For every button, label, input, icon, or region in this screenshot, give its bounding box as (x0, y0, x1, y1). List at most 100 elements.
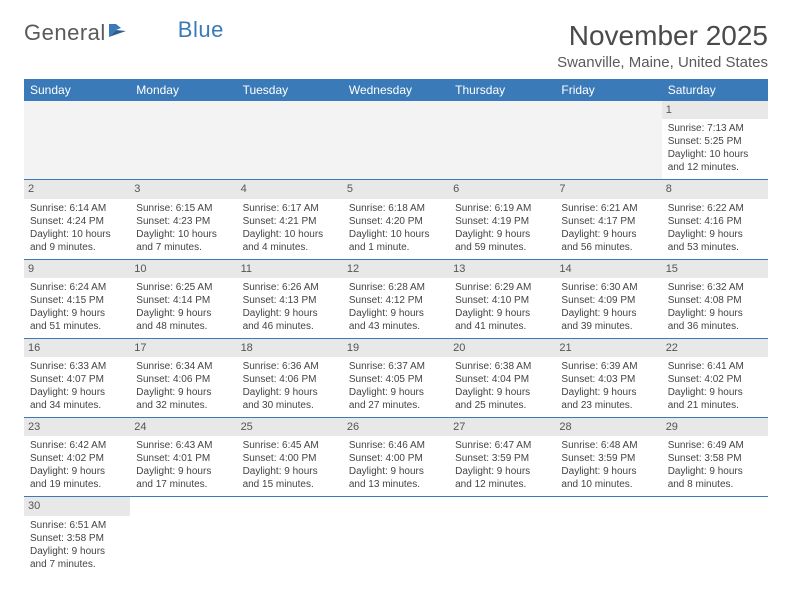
day-sunrise: Sunrise: 6:51 AM (30, 519, 124, 532)
day-number: 3 (130, 180, 236, 198)
day-sunset: Sunset: 4:14 PM (136, 294, 230, 307)
day-daylight1: Daylight: 9 hours (668, 465, 762, 478)
day-sunset: Sunset: 4:00 PM (243, 452, 337, 465)
day-number: 4 (237, 180, 343, 198)
day-cell: 21Sunrise: 6:39 AMSunset: 4:03 PMDayligh… (555, 338, 661, 417)
day-daylight1: Daylight: 9 hours (455, 465, 549, 478)
day-sunset: Sunset: 4:10 PM (455, 294, 549, 307)
day-number: 27 (449, 418, 555, 436)
day-cell: 7Sunrise: 6:21 AMSunset: 4:17 PMDaylight… (555, 180, 661, 259)
day-cell: 1Sunrise: 7:13 AMSunset: 5:25 PMDaylight… (662, 101, 768, 180)
empty-cell (449, 497, 555, 576)
day-cell: 3 Sunrise: 6:15 AMSunset: 4:23 PMDaylight… (130, 180, 236, 259)
day-sunrise: Sunrise: 6:34 AM (136, 360, 230, 373)
day-sunrise: Sunrise: 6:26 AM (243, 281, 337, 294)
day-daylight2: and 46 minutes. (243, 320, 337, 333)
day-sunset: Sunset: 3:59 PM (561, 452, 655, 465)
day-sunset: Sunset: 5:25 PM (668, 135, 762, 148)
day-sunrise: Sunrise: 6:15 AM (136, 202, 230, 215)
day-number: 22 (662, 339, 768, 357)
day-sunset: Sunset: 4:04 PM (455, 373, 549, 386)
calendar-body: 1Sunrise: 7:13 AMSunset: 5:25 PMDaylight… (24, 101, 768, 576)
day-daylight1: Daylight: 9 hours (243, 307, 337, 320)
day-cell: 25Sunrise: 6:45 AMSunset: 4:00 PMDayligh… (237, 418, 343, 497)
day-number: 10 (130, 260, 236, 278)
day-daylight2: and 34 minutes. (30, 399, 124, 412)
day-daylight1: Daylight: 9 hours (561, 465, 655, 478)
day-cell: 2Sunrise: 6:14 AMSunset: 4:24 PMDaylight… (24, 180, 130, 259)
day-daylight1: Daylight: 9 hours (30, 465, 124, 478)
day-sunset: Sunset: 4:12 PM (349, 294, 443, 307)
week-row: 1Sunrise: 7:13 AMSunset: 5:25 PMDaylight… (24, 101, 768, 180)
day-number: 6 (449, 180, 555, 198)
day-daylight1: Daylight: 9 hours (668, 307, 762, 320)
day-sunrise: Sunrise: 6:29 AM (455, 281, 549, 294)
week-row: 2Sunrise: 6:14 AMSunset: 4:24 PMDaylight… (24, 180, 768, 259)
day-daylight2: and 32 minutes. (136, 399, 230, 412)
day-daylight2: and 1 minute. (349, 241, 443, 254)
day-cell: 12Sunrise: 6:28 AMSunset: 4:12 PMDayligh… (343, 259, 449, 338)
day-daylight1: Daylight: 9 hours (561, 228, 655, 241)
logo: General Blue (24, 20, 224, 46)
day-sunset: Sunset: 4:17 PM (561, 215, 655, 228)
day-cell: 29Sunrise: 6:49 AMSunset: 3:58 PMDayligh… (662, 418, 768, 497)
day-number: 11 (237, 260, 343, 278)
day-cell: 9Sunrise: 6:24 AMSunset: 4:15 PMDaylight… (24, 259, 130, 338)
day-daylight1: Daylight: 9 hours (136, 465, 230, 478)
empty-cell (130, 497, 236, 576)
day-daylight1: Daylight: 9 hours (349, 307, 443, 320)
day-number: 16 (24, 339, 130, 357)
empty-cell (343, 101, 449, 180)
day-daylight2: and 15 minutes. (243, 478, 337, 491)
day-header: Wednesday (343, 79, 449, 101)
day-daylight2: and 13 minutes. (349, 478, 443, 491)
day-daylight2: and 4 minutes. (243, 241, 337, 254)
day-sunset: Sunset: 4:13 PM (243, 294, 337, 307)
day-number: 23 (24, 418, 130, 436)
day-sunset: Sunset: 4:02 PM (30, 452, 124, 465)
day-cell: 17Sunrise: 6:34 AMSunset: 4:06 PMDayligh… (130, 338, 236, 417)
day-daylight2: and 25 minutes. (455, 399, 549, 412)
day-number: 17 (130, 339, 236, 357)
day-sunset: Sunset: 4:21 PM (243, 215, 337, 228)
day-sunset: Sunset: 4:23 PM (136, 215, 230, 228)
day-daylight1: Daylight: 9 hours (30, 545, 124, 558)
day-sunrise: Sunrise: 6:22 AM (668, 202, 762, 215)
day-number: 8 (662, 180, 768, 198)
day-number: 18 (237, 339, 343, 357)
day-header: Friday (555, 79, 661, 101)
day-daylight2: and 30 minutes. (243, 399, 337, 412)
day-sunrise: Sunrise: 6:36 AM (243, 360, 337, 373)
day-sunset: Sunset: 4:15 PM (30, 294, 124, 307)
day-daylight1: Daylight: 9 hours (668, 386, 762, 399)
empty-cell (24, 101, 130, 180)
logo-text-general: General (24, 20, 106, 46)
logo-text-blue: Blue (178, 17, 224, 43)
week-row: 9Sunrise: 6:24 AMSunset: 4:15 PMDaylight… (24, 259, 768, 338)
day-cell: 6Sunrise: 6:19 AMSunset: 4:19 PMDaylight… (449, 180, 555, 259)
day-daylight2: and 39 minutes. (561, 320, 655, 333)
day-daylight2: and 48 minutes. (136, 320, 230, 333)
day-sunrise: Sunrise: 6:14 AM (30, 202, 124, 215)
day-sunset: Sunset: 4:09 PM (561, 294, 655, 307)
day-daylight1: Daylight: 10 hours (136, 228, 230, 241)
empty-cell (555, 101, 661, 180)
day-header: Thursday (449, 79, 555, 101)
day-daylight2: and 9 minutes. (30, 241, 124, 254)
day-daylight2: and 8 minutes. (668, 478, 762, 491)
header: General Blue November 2025 Swanville, Ma… (24, 20, 768, 71)
day-daylight2: and 17 minutes. (136, 478, 230, 491)
day-number: 9 (24, 260, 130, 278)
day-number: 19 (343, 339, 449, 357)
day-cell: 10Sunrise: 6:25 AMSunset: 4:14 PMDayligh… (130, 259, 236, 338)
day-sunset: Sunset: 3:58 PM (30, 532, 124, 545)
day-daylight2: and 51 minutes. (30, 320, 124, 333)
day-daylight1: Daylight: 9 hours (455, 228, 549, 241)
day-number: 7 (555, 180, 661, 198)
day-header: Sunday (24, 79, 130, 101)
day-cell: 26Sunrise: 6:46 AMSunset: 4:00 PMDayligh… (343, 418, 449, 497)
day-sunrise: Sunrise: 6:28 AM (349, 281, 443, 294)
day-cell: 11 Sunrise: 6:26 AMSunset: 4:13 PMDayligh… (237, 259, 343, 338)
day-sunrise: Sunrise: 6:17 AM (243, 202, 337, 215)
day-daylight1: Daylight: 10 hours (349, 228, 443, 241)
